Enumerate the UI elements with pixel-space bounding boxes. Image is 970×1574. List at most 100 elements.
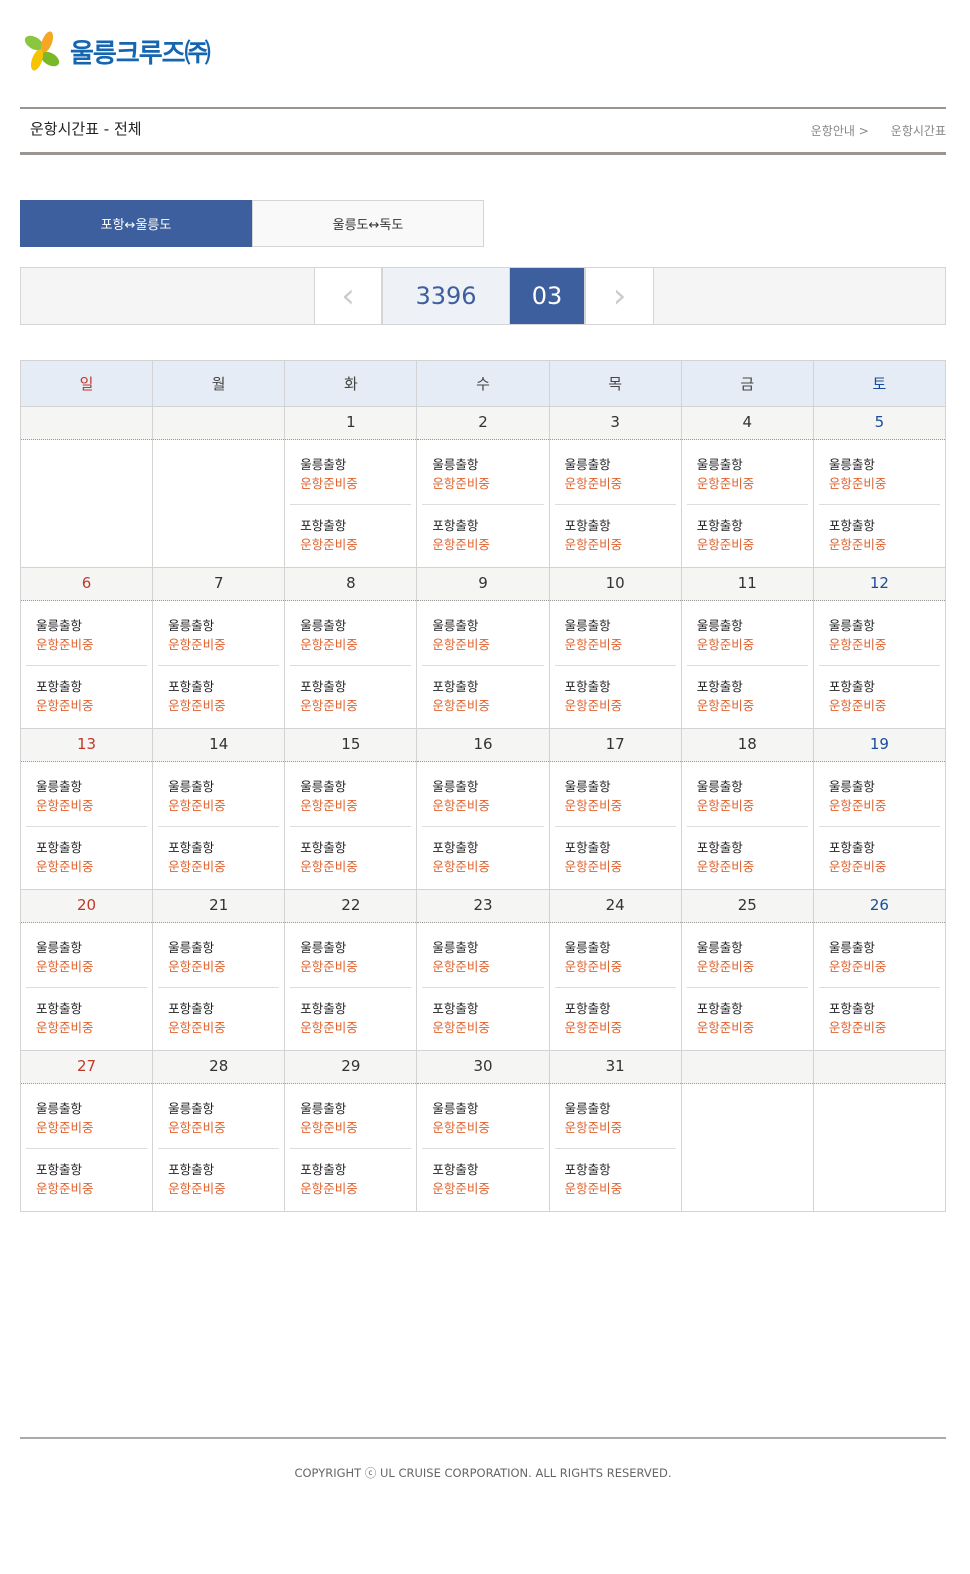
trip-entry[interactable]: 울릉출항 운항준비중	[26, 766, 147, 826]
trip-entry[interactable]: 포항출항 운항준비중	[686, 826, 808, 886]
trip-entry[interactable]: 울릉출항 운항준비중	[555, 1088, 676, 1148]
day-schedule-cell: 울릉출항 운항준비중 포항출항 운항준비중	[152, 600, 286, 729]
trip-entry[interactable]: 울릉출항 운항준비중	[158, 927, 279, 987]
day-schedule-cell: 울릉출항 운항준비중 포항출항 운항준비중	[284, 922, 418, 1051]
day-schedule-cell: 울릉출항 운항준비중 포항출항 운항준비중	[416, 761, 550, 890]
prev-month-button[interactable]: ‹	[314, 268, 382, 324]
breadcrumb-item[interactable]: 운항시간표	[890, 124, 946, 138]
next-month-button[interactable]: ›	[585, 268, 654, 324]
trip-entry[interactable]: 울릉출항 운항준비중	[290, 927, 411, 987]
trip-status: 운항준비중	[564, 476, 623, 491]
trip-status: 운항준비중	[300, 1020, 358, 1035]
date-cell: 28	[152, 1050, 286, 1084]
trip-route: 울릉출항	[828, 940, 875, 955]
trip-entry[interactable]: 울릉출항 운항준비중	[687, 444, 808, 504]
trip-status: 운항준비중	[36, 859, 94, 874]
trip-route: 포항출항	[168, 840, 215, 855]
trip-entry[interactable]: 울릉출항 운항준비중	[555, 766, 676, 826]
trip-entry[interactable]: 울릉출항 운항준비중	[290, 444, 411, 504]
trip-route: 포항출항	[168, 679, 215, 694]
trip-entry[interactable]: 울릉출항 운항준비중	[422, 444, 543, 504]
trip-entry[interactable]: 울릉출항 운항준비중	[819, 927, 940, 987]
trip-entry[interactable]: 포항출항 운항준비중	[686, 987, 808, 1047]
trip-entry[interactable]: 울릉출항 운항준비중	[422, 605, 543, 665]
trip-entry[interactable]: 포항출항 운항준비중	[818, 987, 940, 1047]
trip-entry[interactable]: 울릉출항 운항준비중	[422, 766, 543, 826]
trip-status: 운항준비중	[432, 1020, 490, 1035]
trip-entry[interactable]: 울릉출항 운항준비중	[26, 1088, 147, 1148]
footer: COPYRIGHT ⓒ UL CRUISE CORPORATION. ALL R…	[20, 1437, 946, 1481]
trip-entry[interactable]: 울릉출항 운항준비중	[687, 927, 808, 987]
trip-entry[interactable]: 포항출항 운항준비중	[158, 987, 280, 1047]
trip-entry[interactable]: 포항출항 운항준비중	[686, 665, 808, 725]
day-schedule-cell: 울릉출항 운항준비중 포항출항 운항준비중	[680, 761, 814, 890]
trip-entry[interactable]: 울릉출항 운항준비중	[819, 605, 940, 665]
trip-entry[interactable]: 포항출항 운항준비중	[818, 504, 940, 564]
trip-entry[interactable]: 포항출항 운항준비중	[554, 1148, 676, 1208]
trip-entry[interactable]: 울릉출항 운항준비중	[819, 766, 940, 826]
trip-route: 울릉출항	[36, 618, 83, 633]
trip-entry[interactable]: 포항출항 운항준비중	[422, 1148, 544, 1208]
trip-status: 운항준비중	[564, 637, 623, 652]
tab-pohang-ulleungdo[interactable]: 포항↔울릉도	[20, 200, 252, 247]
date-cell: 26	[812, 889, 947, 923]
weekday-header: 화	[284, 360, 418, 407]
trip-entry[interactable]: 울릉출항 운항준비중	[555, 444, 676, 504]
trip-entry[interactable]: 포항출항 운항준비중	[158, 826, 280, 886]
trip-entry[interactable]: 포항출항 운항준비중	[290, 504, 412, 564]
trip-entry[interactable]: 포항출항 운항준비중	[422, 504, 544, 564]
trip-entry[interactable]: 포항출항 운항준비중	[554, 665, 676, 725]
logo[interactable]: 울릉크루즈㈜	[20, 30, 211, 72]
trip-entry[interactable]: 포항출항 운항준비중	[290, 826, 412, 886]
trip-entry[interactable]: 포항출항 운항준비중	[818, 826, 940, 886]
date-cell: 15	[284, 728, 418, 762]
trip-entry[interactable]: 포항출항 운항준비중	[554, 826, 676, 886]
trip-entry[interactable]: 울릉출항 운항준비중	[26, 605, 147, 665]
trip-entry[interactable]: 포항출항 운항준비중	[26, 826, 148, 886]
trip-entry[interactable]: 울릉출항 운항준비중	[555, 927, 676, 987]
date-cell: 19	[812, 728, 947, 762]
trip-entry[interactable]: 울릉출항 운항준비중	[26, 927, 147, 987]
trip-entry[interactable]: 포항출항 운항준비중	[422, 826, 544, 886]
date-cell: 18	[680, 728, 814, 762]
date-cell: 22	[284, 889, 418, 923]
trip-entry[interactable]: 포항출항 운항준비중	[422, 987, 544, 1047]
trip-entry[interactable]: 울릉출항 운항준비중	[290, 766, 411, 826]
trip-entry[interactable]: 포항출항 운항준비중	[290, 987, 412, 1047]
day-schedule-cell: 울릉출항 운항준비중 포항출항 운항준비중	[416, 600, 550, 729]
trip-entry[interactable]: 울릉출항 운항준비중	[158, 766, 279, 826]
trip-entry[interactable]: 울릉출항 운항준비중	[290, 1088, 411, 1148]
breadcrumb-item[interactable]: 운항안내 >	[810, 124, 869, 138]
trip-entry[interactable]: 포항출항 운항준비중	[26, 987, 148, 1047]
trip-entry[interactable]: 포항출항 운항준비중	[26, 1148, 148, 1208]
trip-entry[interactable]: 포항출항 운항준비중	[158, 1148, 280, 1208]
trip-entry[interactable]: 포항출항 운항준비중	[422, 665, 544, 725]
trip-entry[interactable]: 포항출항 운항준비중	[686, 504, 808, 564]
trip-entry[interactable]: 울릉출항 운항준비중	[158, 605, 279, 665]
trip-entry[interactable]: 포항출항 운항준비중	[554, 987, 676, 1047]
trip-route: 울릉출항	[828, 779, 875, 794]
trip-entry[interactable]: 울릉출항 운항준비중	[290, 605, 411, 665]
trip-entry[interactable]: 포항출항 운항준비중	[290, 1148, 412, 1208]
trip-status: 운항준비중	[696, 1020, 755, 1035]
trip-entry[interactable]: 울릉출항 운항준비중	[555, 605, 676, 665]
year-display: 3396	[382, 268, 510, 324]
trip-entry[interactable]: 울릉출항 운항준비중	[422, 1088, 543, 1148]
trip-entry[interactable]: 포항출항 운항준비중	[26, 665, 148, 725]
trip-entry[interactable]: 울릉출항 운항준비중	[687, 605, 808, 665]
date-cell: 8	[284, 567, 418, 601]
trip-entry[interactable]: 포항출항 운항준비중	[554, 504, 676, 564]
date-cell: 6	[19, 567, 154, 601]
tab-ulleungdo-dokdo[interactable]: 울릉도↔독도	[252, 200, 484, 247]
day-schedule-cell: 울릉출항 운항준비중 포항출항 운항준비중	[284, 600, 418, 729]
trip-entry[interactable]: 포항출항 운항준비중	[818, 665, 940, 725]
trip-entry[interactable]: 울릉출항 운항준비중	[819, 444, 940, 504]
trip-entry[interactable]: 울릉출항 운항준비중	[687, 766, 808, 826]
month-navigator: ‹ 3396 03 ›	[20, 267, 946, 325]
trip-status: 운항준비중	[432, 537, 490, 552]
trip-entry[interactable]: 울릉출항 운항준비중	[158, 1088, 279, 1148]
day-schedule-cell: 울릉출항 운항준비중 포항출항 운항준비중	[152, 1083, 286, 1212]
trip-entry[interactable]: 포항출항 운항준비중	[158, 665, 280, 725]
trip-entry[interactable]: 울릉출항 운항준비중	[422, 927, 543, 987]
trip-entry[interactable]: 포항출항 운항준비중	[290, 665, 412, 725]
